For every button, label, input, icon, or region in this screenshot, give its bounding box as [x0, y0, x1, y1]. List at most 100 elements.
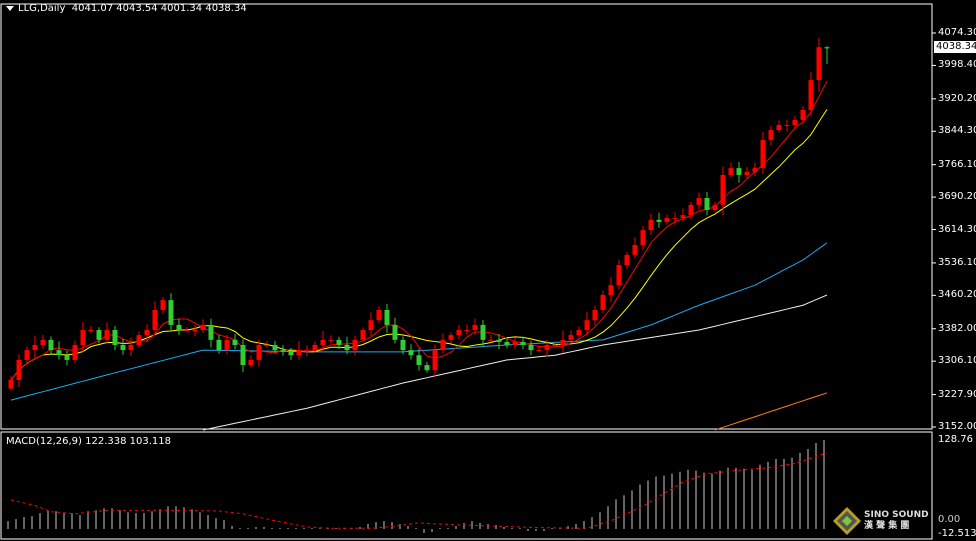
macd-axis-min: -12.513 — [938, 528, 976, 539]
candle-body — [144, 330, 150, 336]
candle-body — [792, 119, 798, 125]
candle-body — [680, 215, 686, 219]
candle-body — [776, 124, 782, 131]
candle-body — [304, 350, 310, 352]
candle-body — [744, 171, 750, 175]
candle-body — [688, 204, 694, 216]
candle-body — [616, 265, 622, 286]
price-axis-label: 3690.20 — [938, 191, 976, 203]
candle-body — [16, 359, 22, 381]
candle-body — [480, 324, 486, 340]
candle-body — [760, 139, 766, 169]
candle-body — [192, 330, 198, 332]
candle-body — [368, 320, 374, 331]
candle-body — [72, 344, 78, 360]
candle-body — [672, 218, 678, 220]
candle-body — [704, 198, 710, 210]
price-axis-label: 3460.20 — [938, 289, 976, 301]
candle-body — [408, 350, 414, 356]
candle-body — [352, 339, 358, 351]
candle-body — [472, 324, 478, 331]
candle-body — [664, 218, 670, 222]
candle-body — [440, 339, 446, 351]
price-axis-label: 3844.30 — [938, 125, 976, 137]
current-price-label: 4038.34 — [934, 41, 976, 53]
candle-body — [200, 324, 206, 331]
candle-body — [312, 344, 318, 351]
candle-body — [784, 124, 790, 126]
symbol-label: LLG,Daily — [18, 3, 66, 14]
price-axis-label: 3382.00 — [938, 322, 976, 334]
candle-body — [432, 350, 438, 371]
candle-body — [128, 344, 134, 351]
macd-axis-zero: 0.00 — [938, 514, 961, 525]
macd-axis-max: 128.76 — [938, 434, 973, 445]
candle-body — [424, 365, 430, 371]
candle-body — [504, 341, 510, 345]
ohlc-values: 4041.07 4043.54 4001.34 4038.34 — [71, 3, 247, 14]
ma10-yellow-line — [10, 109, 828, 381]
ma5-red-line — [10, 80, 828, 381]
macd-signal-line — [10, 452, 828, 529]
candle-body — [736, 168, 742, 175]
candle-body — [448, 335, 454, 340]
candle-body — [336, 339, 342, 345]
candle-body — [648, 219, 654, 231]
candle-body — [8, 380, 14, 389]
candle-body — [496, 339, 502, 342]
candle-body — [712, 204, 718, 210]
candle-body — [520, 341, 526, 345]
candle-body — [488, 339, 494, 341]
candle-body — [560, 339, 566, 345]
ma-blue-line — [10, 242, 828, 401]
candle-body — [48, 339, 54, 351]
candle-body — [56, 350, 62, 356]
candle-body — [216, 339, 222, 351]
candle-body — [224, 339, 230, 351]
price-axis-label: 3152.00 — [938, 421, 976, 432]
candle-body — [464, 330, 470, 332]
candle-body — [104, 330, 110, 340]
candle-body — [512, 341, 518, 345]
candle-body — [64, 355, 70, 360]
candle-body — [120, 344, 126, 351]
candle-body — [456, 330, 462, 336]
sino-sound-logo-icon — [833, 507, 861, 535]
candle-body — [608, 285, 614, 295]
candle-body — [176, 324, 182, 331]
logo-text: SINO SOUND 漢 聲 集 團 — [864, 510, 929, 532]
candle-body — [184, 330, 190, 332]
candle-body — [272, 344, 278, 351]
macd-panel-frame — [0, 431, 933, 540]
candle-body — [816, 47, 822, 81]
candle-body — [24, 350, 30, 360]
candle-body — [808, 80, 814, 111]
macd-label: MACD(12,26,9) 122.338 103.118 — [6, 436, 172, 447]
candle-body — [160, 300, 166, 310]
candle-body — [288, 351, 294, 356]
candle-body — [264, 344, 270, 346]
price-axis-label: 3227.90 — [938, 388, 976, 400]
candle-body — [568, 335, 574, 340]
logo-text-cn: 漢 聲 集 團 — [864, 521, 910, 531]
candle-body — [32, 344, 38, 351]
candle-body — [656, 219, 662, 222]
dropdown-triangle-icon[interactable] — [6, 5, 14, 11]
candle-body — [240, 344, 246, 366]
candle-body — [136, 335, 142, 345]
chart-header: LLG,Daily 4041.07 4043.54 4001.34 4038.3… — [6, 3, 247, 14]
candle-body — [552, 344, 558, 346]
candle-body — [624, 254, 630, 266]
candle-body — [696, 198, 702, 205]
candle-body — [768, 130, 774, 140]
candle-body — [248, 359, 254, 366]
ma-white-line — [202, 294, 828, 431]
candle-body — [800, 110, 806, 120]
candle-body — [824, 47, 830, 49]
candle-body — [320, 339, 326, 345]
candle-body — [536, 350, 542, 352]
candle-body — [168, 300, 174, 325]
candle-body — [600, 294, 606, 310]
price-axis-label: 3536.10 — [938, 256, 976, 268]
